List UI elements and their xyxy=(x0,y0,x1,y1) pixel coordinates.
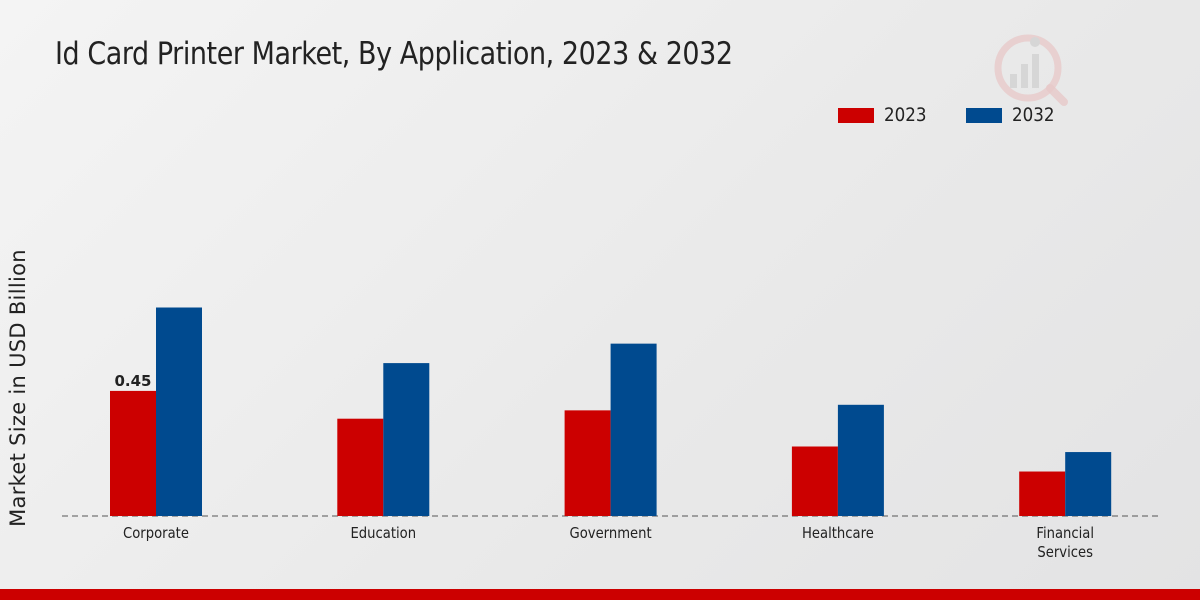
legend-label-2023: 2023 xyxy=(884,104,927,126)
data-label-2023-corporate: 0.45 xyxy=(114,372,151,390)
chart-title: Id Card Printer Market, By Application, … xyxy=(55,36,733,72)
bar-2023-corporate xyxy=(110,390,156,516)
bottom-accent-bar xyxy=(0,589,1200,600)
bar-2023-government xyxy=(564,410,611,516)
bar-2032-government xyxy=(610,343,657,516)
legend-swatch-2023 xyxy=(838,107,874,123)
bar-2023-education xyxy=(337,418,384,516)
x-tick-label-corporate: Corporate xyxy=(123,525,189,542)
legend-label-2032: 2032 xyxy=(1012,104,1055,126)
bar-2032-education xyxy=(383,363,430,516)
bar-2023-healthcare xyxy=(791,446,838,516)
watermark-logo-icon xyxy=(994,34,1068,106)
legend: 2023 2032 xyxy=(838,104,1095,126)
bar-2032-financial-services xyxy=(1065,452,1112,516)
legend-item-2023: 2023 xyxy=(838,104,932,126)
x-tick-label-healthcare: Healthcare xyxy=(802,525,874,542)
bar-2023-financial-services xyxy=(1019,471,1066,516)
legend-swatch-2032 xyxy=(966,107,1003,123)
x-tick-label-education: Education xyxy=(350,525,416,542)
bar-2032-corporate xyxy=(156,307,202,516)
x-tick-label-financial-services-line2: Services xyxy=(1037,544,1093,561)
x-tick-label-financial-services-line1: Financial xyxy=(1036,525,1094,542)
legend-item-2032: 2032 xyxy=(966,104,1060,126)
bar-2032-healthcare xyxy=(837,404,884,516)
x-tick-label-government: Government xyxy=(569,525,652,542)
